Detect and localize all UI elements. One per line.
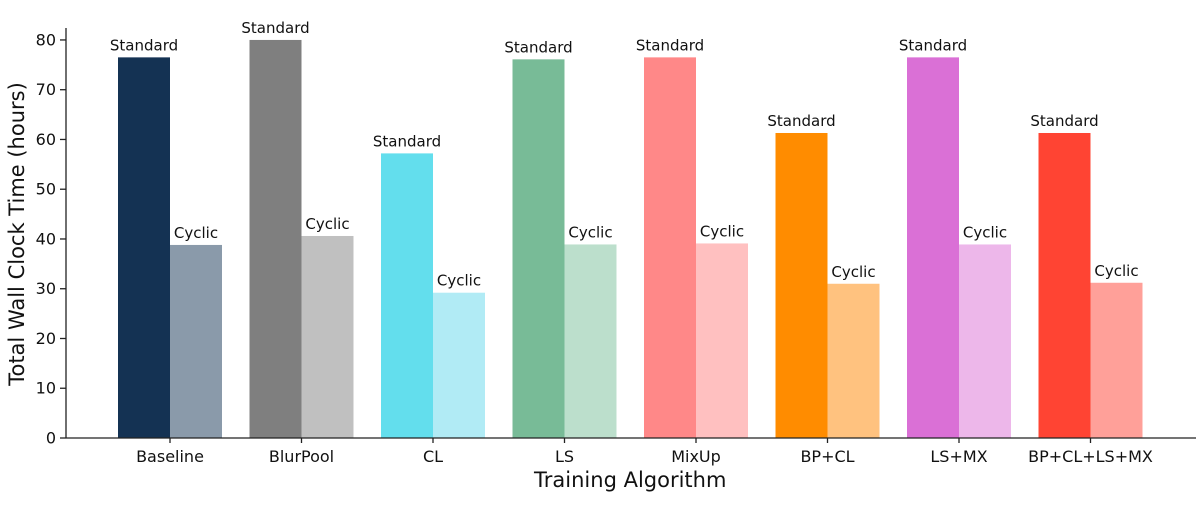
y-tick-label: 60: [36, 130, 56, 149]
bars-layer: [118, 39, 1143, 439]
cyclic-bar-label: Cyclic: [174, 224, 218, 242]
standard-bar: [775, 132, 828, 438]
x-ticks: Baseline BlurPool CL LS MixUp BP+CL LS+MX BP+CL…: [136, 438, 1153, 466]
y-tick-label: 30: [36, 279, 56, 298]
y-tick-label: 0: [46, 429, 56, 448]
standard-bar-label: Standard: [504, 38, 572, 56]
x-tick-label: LS+MX: [930, 447, 987, 466]
standard-bar: [907, 57, 959, 439]
cyclic-bar-label: Cyclic: [831, 263, 875, 281]
x-tick-label: BP+CL: [800, 447, 854, 466]
x-tick-label: BP+CL+LS+MX: [1028, 447, 1153, 466]
y-tick-label: 20: [36, 329, 56, 348]
x-tick-label: CL: [423, 447, 443, 466]
cyclic-bar-label: Cyclic: [568, 223, 612, 241]
standard-bar: [118, 57, 170, 439]
x-tick-label: LS: [555, 447, 574, 466]
axes-layer: [65, 28, 1196, 439]
x-tick-label: BlurPool: [269, 447, 334, 466]
y-tick-label: 50: [36, 180, 56, 199]
y-tick-label: 80: [36, 30, 56, 49]
standard-bar-label: Standard: [767, 112, 835, 130]
cyclic-bar: [827, 283, 880, 438]
standard-bar: [381, 153, 433, 438]
y-tick-label: 40: [36, 229, 56, 248]
cyclic-bar-label: Cyclic: [963, 223, 1007, 241]
y-ticks: 0 10 20 30 40 50 60 70 80: [36, 30, 66, 448]
cyclic-bar: [696, 243, 748, 438]
y-tick-label: 70: [36, 80, 56, 99]
cyclic-bar: [564, 244, 617, 438]
cyclic-bar: [301, 235, 354, 438]
cyclic-bar: [959, 244, 1011, 438]
cyclic-bar: [433, 292, 485, 438]
x-axis-title: Training Algorithm: [533, 468, 726, 492]
standard-bar-label: Standard: [110, 36, 178, 54]
cyclic-bar-label: Cyclic: [437, 272, 481, 290]
cyclic-bar: [1090, 282, 1143, 438]
y-axis-title: Total Wall Clock Time (hours): [5, 82, 29, 387]
cyclic-bar-label: Cyclic: [1094, 262, 1138, 280]
standard-bar-label: Standard: [899, 36, 967, 54]
standard-bar-label: Standard: [373, 132, 441, 150]
cyclic-bar-label: Cyclic: [305, 215, 349, 233]
y-tick-label: 10: [36, 379, 56, 398]
x-tick-label: Baseline: [136, 447, 204, 466]
cyclic-bar: [170, 244, 222, 438]
standard-bar: [1038, 132, 1091, 438]
standard-bar-label: Standard: [1030, 112, 1098, 130]
bar-labels-layer: Standard Cyclic Standard Cyclic Standard Cycl…: [110, 19, 1139, 290]
standard-bar: [644, 57, 696, 439]
standard-bar: [249, 39, 302, 438]
x-tick-label: MixUp: [671, 447, 721, 466]
standard-bar: [512, 59, 565, 438]
cyclic-bar-label: Cyclic: [700, 222, 744, 240]
standard-bar-label: Standard: [241, 19, 309, 37]
standard-bar-label: Standard: [636, 36, 704, 54]
